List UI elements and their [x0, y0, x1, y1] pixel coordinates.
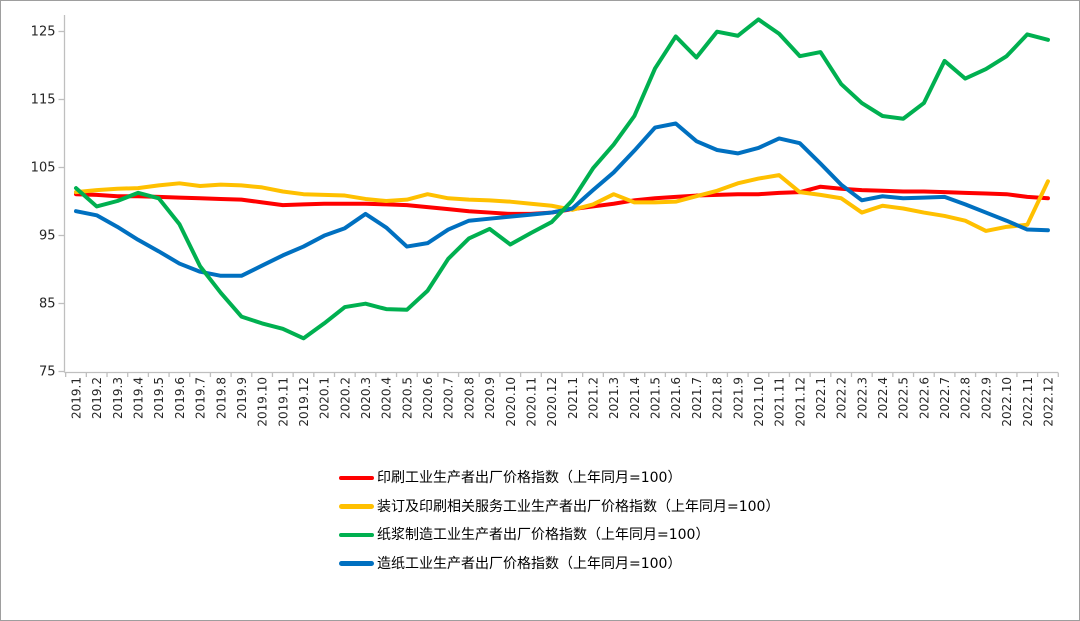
legend-row-pulp: 纸浆制造工业生产者出厂价格指数（上年同月=100）	[339, 527, 779, 543]
x-tick-label: 2021.10	[752, 377, 766, 427]
x-tick-label: 2019.5	[152, 377, 166, 419]
x-tick-label: 2020.1	[318, 377, 332, 419]
x-tick-label: 2022.9	[979, 377, 993, 419]
legend-row-printing: 印刷工业生产者出厂价格指数（上年同月=100）	[339, 470, 779, 486]
x-tick-label: 2022.7	[938, 377, 952, 419]
x-tick-label: 2022.8	[959, 377, 973, 419]
legend-line-papermaking-icon	[339, 561, 374, 566]
legend-label-papermaking: 造纸工业生产者出厂价格指数（上年同月=100）	[377, 555, 682, 572]
x-tick-label: 2021.12	[793, 377, 807, 427]
x-tick-label: 2020.9	[483, 377, 497, 419]
x-tick-label: 2022.4	[876, 377, 890, 419]
x-tick-label: 2019.11	[276, 377, 290, 427]
x-tick-label: 2021.1	[566, 377, 580, 419]
x-tick-label: 2019.2	[90, 377, 104, 419]
legend-label-printing: 印刷工业生产者出厂价格指数（上年同月=100）	[377, 470, 682, 486]
y-tick-label: 125	[31, 25, 56, 40]
x-tick-label: 2021.3	[607, 377, 621, 419]
x-tick-label: 2020.10	[504, 377, 518, 427]
x-tick-label: 2022.10	[1000, 377, 1014, 427]
x-tick-label: 2021.2	[587, 377, 601, 419]
legend-label-pulp: 纸浆制造工业生产者出厂价格指数（上年同月=100）	[377, 527, 710, 543]
x-tick-label: 2019.8	[214, 377, 228, 419]
x-tick-label: 2021.9	[731, 377, 745, 419]
x-tick-label: 2021.4	[628, 377, 642, 419]
x-tick-label: 2020.12	[545, 377, 559, 427]
x-tick-label: 2019.6	[173, 377, 187, 419]
legend-row-papermaking: 造纸工业生产者出厂价格指数（上年同月=100）	[339, 556, 779, 572]
x-tick-label: 2020.3	[359, 377, 373, 419]
x-tick-label: 2020.5	[400, 377, 414, 419]
legend-line-pulp-icon	[339, 532, 374, 538]
x-tick-label: 2020.8	[462, 377, 476, 419]
x-tick-label: 2019.1	[70, 377, 84, 419]
x-tick-label: 2019.4	[132, 377, 146, 419]
x-tick-label: 2020.4	[380, 377, 394, 419]
x-tick-label: 2020.2	[338, 377, 352, 419]
x-tick-label: 2019.9	[235, 377, 249, 419]
legend-row-binding-services: 装订及印刷相关服务工业生产者出厂价格指数（上年同月=100）	[339, 499, 779, 515]
x-tick-label: 2021.11	[773, 377, 787, 427]
y-tick-label: 105	[31, 161, 56, 176]
x-tick-label: 2022.6	[917, 377, 931, 419]
y-tick-label: 95	[39, 229, 56, 244]
x-tick-label: 2022.2	[835, 377, 849, 419]
x-tick-label: 2021.5	[649, 377, 663, 419]
x-tick-label: 2020.6	[421, 377, 435, 419]
y-tick-label: 115	[31, 93, 56, 108]
x-tick-label: 2021.8	[711, 377, 725, 419]
x-tick-label: 2022.12	[1041, 377, 1055, 427]
x-tick-label: 2019.12	[297, 377, 311, 427]
x-tick-label: 2021.6	[669, 377, 683, 419]
x-tick-label: 2022.1	[814, 377, 828, 419]
legend-line-binding-services-icon	[339, 504, 374, 509]
series-line-1	[74, 173, 1050, 233]
x-tick-label: 2020.7	[442, 377, 456, 419]
x-tick-label: 2022.11	[1021, 377, 1035, 427]
x-tick-label: 2019.3	[111, 377, 125, 419]
legend-line-printing-icon	[339, 475, 374, 481]
x-tick-label: 2021.7	[690, 377, 704, 419]
y-tick-label: 85	[39, 297, 56, 312]
x-tick-label: 2019.10	[256, 377, 270, 427]
legend: 印刷工业生产者出厂价格指数（上年同月=100） 装订及印刷相关服务工业生产者出厂…	[339, 470, 779, 584]
legend-label-binding-services: 装订及印刷相关服务工业生产者出厂价格指数（上年同月=100）	[377, 498, 780, 515]
x-tick-label: 2019.7	[194, 377, 208, 419]
y-tick-label: 75	[39, 365, 56, 380]
x-tick-label: 2022.5	[897, 377, 911, 419]
x-tick-label: 2020.11	[524, 377, 538, 427]
x-tick-label: 2022.3	[855, 377, 869, 419]
series-line-2	[74, 17, 1050, 341]
